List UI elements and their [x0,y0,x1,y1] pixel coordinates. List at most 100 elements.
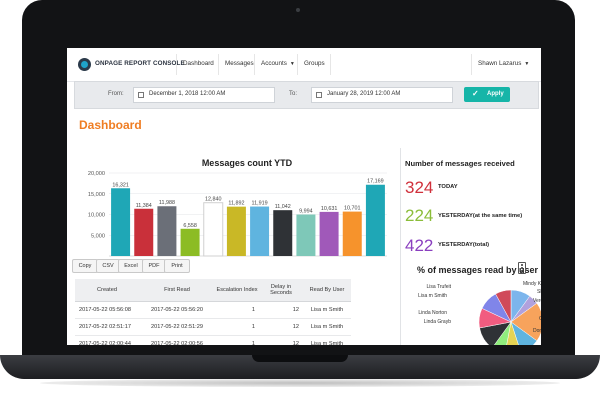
cell-escalation: 1 [215,301,259,319]
pdf-button[interactable]: PDF [142,259,166,273]
nav-dashboard[interactable]: Dashboard [183,60,214,67]
bar [203,202,224,257]
pie-label: Charlotte Macdonald [539,316,541,322]
chart-menu-icon[interactable] [518,262,526,274]
messages-table: Created First Read Escalation Index Dela… [75,279,351,345]
chevron-down-icon: ▼ [524,61,530,67]
bar-value-label: 17,169 [367,179,384,185]
bar [226,206,246,256]
apply-label: Apply [487,91,504,97]
pie-title: % of messages read by user [417,265,539,275]
bar [365,184,385,256]
camera [296,8,300,12]
print-button[interactable]: Print [164,259,190,273]
nav-messages[interactable]: Messages [225,60,254,67]
bar [296,214,316,256]
messages-count-chart: Messages count YTD 20,000 15,000 10,000 5,0… [88,158,387,257]
cell-created: 2017-05-22 02:00:44 [75,335,139,345]
onpage-logo-icon [78,58,91,71]
bar [319,211,339,256]
pie-label: Linda Norton [418,310,447,316]
cell-delay: 12 [259,318,303,336]
nav-accounts[interactable]: Accounts ▼ [261,60,295,67]
laptop-notch [252,355,348,362]
pie-label: Lisa Trufeit [427,284,452,290]
bar-value-label: 9,994 [299,209,313,215]
screen: ONPAGE REPORT CONSOLE Dashboard Messages… [67,48,541,345]
column-header[interactable]: Escalation Index [215,279,259,302]
bar-value-label: 11,919 [252,201,268,207]
pie-slice[interactable] [510,321,538,345]
cell-first-read: 2017-05-22 05:56:20 [139,301,215,319]
csv-button[interactable]: CSV [96,259,120,273]
messages-by-user-pie: Lisa Trufeit Mindy Khu Lisa m Smith Shelley… [418,281,541,345]
nav-divider [471,54,472,75]
cell-escalation: 1 [215,318,259,336]
excel-button[interactable]: Excel [118,259,144,273]
cell-first-read: 2017-05-22 02:51:29 [139,318,215,336]
bar-value-label: 16,321 [112,182,129,188]
bar [111,188,131,256]
column-header[interactable]: Delay in Seconds [259,279,303,302]
yesterday-label: YESTERDAY(at the same time) [438,213,523,219]
table-header-row: Created First Read Escalation Index Dela… [75,279,351,302]
table-row[interactable]: 2017-05-22 05:56:08 2017-05-22 05:56:20 … [75,301,351,319]
table-row[interactable]: 2017-05-22 02:51:17 2017-05-22 02:51:29 … [75,318,351,336]
bar-value-label: 10,701 [344,206,361,212]
pie-slice[interactable] [505,321,521,345]
nav-groups[interactable]: Groups [304,60,325,67]
pie-slice[interactable] [510,302,541,342]
table-row[interactable]: 2017-05-22 02:00:44 2017-05-22 02:00:56 … [75,335,351,345]
to-date-input[interactable]: January 28, 2019 12:00 AM [311,87,453,103]
nav-accounts-label: Accounts [261,60,287,67]
cell-escalation: 1 [215,335,259,345]
from-date-input[interactable]: December 1, 2018 12:00 AM [133,87,275,103]
bar-value-label: 10,631 [321,206,338,212]
cell-created: 2017-05-22 02:51:17 [75,318,139,336]
bar [273,210,293,256]
bar [134,208,154,256]
column-header[interactable]: First Read [139,279,215,302]
bar-value-label: 11,988 [159,200,175,206]
brand-title: ONPAGE REPORT CONSOLE [95,60,185,67]
copy-button[interactable]: Copy [72,259,98,273]
chart-title: Messages count YTD [202,158,293,168]
column-header[interactable]: Read By User [303,279,351,302]
pie-slice[interactable] [495,289,512,323]
cell-first-read: 2017-05-22 02:00:56 [139,335,215,345]
user-menu[interactable]: Shawn Lazarus ▼ [478,60,529,67]
laptop-shadow [40,379,560,387]
pie-label: Veronica Kassam [533,298,541,304]
pie-label: Shelley Kancituk [537,289,541,295]
from-date-value: December 1, 2018 12:00 AM [149,91,226,97]
calendar-icon [138,92,144,98]
date-filter-bar: From: December 1, 2018 12:00 AM To: Janu… [74,81,539,109]
nav-divider [330,54,331,75]
apply-button[interactable]: ✓ Apply [464,87,510,102]
cell-delay: 12 [259,335,303,345]
y-tick-label: 10,000 [88,213,105,219]
cell-created: 2017-05-22 05:56:08 [75,301,139,319]
user-name: Shawn Lazarus [478,60,522,67]
cell-read-by: Lisa m Smith [303,318,351,336]
to-date-value: January 28, 2019 12:00 AM [327,91,401,97]
pie-label: Linda Grayb [424,319,451,325]
bar [157,206,177,256]
cell-delay: 12 [259,301,303,319]
bar-value-label: 12,840 [205,197,222,203]
to-label: To: [289,91,298,97]
column-header[interactable]: Created [75,279,139,302]
bar-value-label: 11,892 [228,201,244,207]
check-icon: ✓ [472,89,479,98]
from-label: From: [108,91,124,97]
nav-divider [297,54,298,75]
page-title: Dashboard [79,118,142,132]
yesterday-total-label: YESTERDAY(total) [438,242,489,248]
nav-divider [176,54,177,75]
today-count: 324 [405,178,434,197]
cell-read-by: Lisa m Smith [303,335,351,345]
pie-label: Mindy Khu [523,281,541,287]
top-navbar: ONPAGE REPORT CONSOLE Dashboard Messages… [67,48,541,82]
bar-value-label: 6,558 [183,223,197,229]
